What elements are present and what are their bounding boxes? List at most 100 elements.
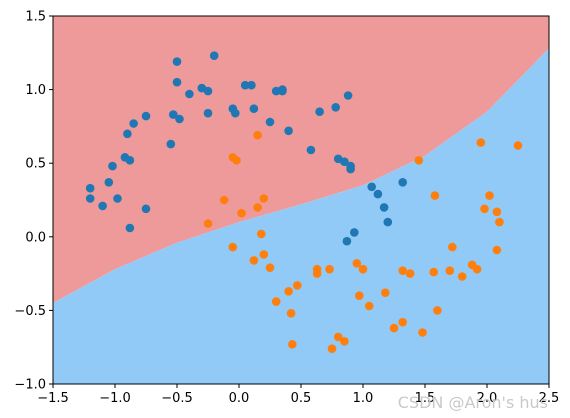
- point-series-1-24: [352, 259, 362, 268]
- point-series-0-4: [108, 161, 117, 171]
- point-series-1-49: [472, 264, 482, 274]
- y-tick-label: 0.5: [25, 157, 46, 172]
- point-series-1-3: [232, 156, 241, 165]
- point-series-1-27: [364, 301, 374, 311]
- decision-regions: [53, 16, 549, 384]
- point-series-0-47: [342, 236, 352, 246]
- point-series-1-39: [448, 242, 457, 252]
- point-series-1-22: [333, 332, 343, 342]
- point-series-0-41: [367, 182, 377, 192]
- region-lower: [53, 48, 549, 384]
- point-series-1-30: [398, 317, 408, 327]
- point-series-0-24: [231, 108, 240, 118]
- x-tick-label: −0.5: [161, 391, 193, 406]
- point-series-0-37: [340, 157, 349, 166]
- region-upper: [53, 16, 549, 303]
- y-tick-label: −0.5: [14, 304, 46, 319]
- point-series-0-5: [113, 194, 122, 203]
- point-series-1-23: [340, 337, 349, 346]
- point-series-1-46: [495, 217, 504, 227]
- point-series-1-6: [249, 256, 259, 265]
- point-series-1-7: [253, 130, 262, 140]
- point-series-0-10: [129, 119, 138, 128]
- point-series-1-32: [405, 269, 415, 278]
- point-series-0-35: [331, 103, 341, 112]
- point-series-1-45: [492, 207, 502, 217]
- point-series-1-20: [325, 264, 334, 274]
- point-series-1-36: [430, 191, 440, 200]
- point-series-0-31: [278, 85, 287, 94]
- point-series-1-34: [418, 328, 427, 337]
- x-tick-label: 1.0: [353, 391, 374, 406]
- y-axis: −1.0 −0.5 0.0 0.5 1.0 1.5: [14, 10, 53, 393]
- point-series-1-29: [389, 323, 399, 333]
- point-series-0-0: [85, 183, 95, 193]
- y-tick-label: 1.0: [25, 83, 46, 98]
- point-series-0-8: [125, 156, 135, 165]
- point-series-1-1: [219, 195, 229, 205]
- x-tick-label: 1.5: [415, 391, 436, 406]
- point-series-0-12: [141, 204, 151, 214]
- point-series-0-44: [383, 217, 393, 227]
- point-series-1-13: [271, 297, 281, 306]
- point-series-1-47: [492, 245, 502, 255]
- point-series-1-42: [476, 138, 486, 147]
- point-series-1-17: [293, 281, 302, 290]
- point-series-1-40: [457, 272, 467, 281]
- point-series-1-4: [228, 242, 238, 252]
- point-series-0-34: [315, 107, 324, 116]
- point-series-1-48: [513, 141, 523, 150]
- point-series-0-17: [175, 114, 184, 124]
- point-series-0-38: [343, 91, 353, 100]
- point-series-1-16: [288, 340, 297, 349]
- x-tick-label: 2.5: [539, 391, 560, 406]
- point-series-0-25: [240, 80, 250, 90]
- y-tick-label: 0.0: [25, 230, 46, 245]
- point-series-0-46: [350, 228, 359, 237]
- point-series-0-26: [247, 80, 256, 90]
- point-series-0-32: [284, 126, 293, 136]
- point-series-1-28: [381, 288, 390, 298]
- point-series-0-3: [104, 178, 114, 187]
- point-series-0-27: [249, 104, 259, 113]
- point-series-0-15: [172, 57, 182, 66]
- x-tick-label: 0.5: [291, 391, 312, 406]
- point-series-0-28: [265, 117, 275, 127]
- point-series-0-43: [379, 203, 389, 212]
- point-series-0-22: [209, 51, 219, 60]
- point-series-1-35: [429, 267, 439, 277]
- point-series-1-19: [312, 264, 322, 274]
- point-series-0-13: [166, 139, 176, 149]
- point-series-0-40: [346, 164, 355, 174]
- point-series-0-20: [203, 86, 213, 96]
- point-series-1-38: [445, 266, 455, 276]
- x-tick-label: 0.0: [229, 391, 250, 406]
- point-series-0-7: [123, 129, 132, 139]
- point-series-1-14: [284, 287, 293, 296]
- point-series-0-16: [172, 77, 182, 87]
- point-series-0-14: [169, 110, 178, 119]
- point-series-1-37: [433, 306, 442, 315]
- x-tick-label: −1.0: [99, 391, 131, 406]
- x-tick-label: −1.5: [37, 391, 69, 406]
- point-series-0-11: [141, 111, 151, 121]
- point-series-0-2: [98, 201, 107, 211]
- point-series-1-15: [286, 309, 296, 318]
- point-series-1-31: [398, 266, 408, 276]
- point-series-1-11: [259, 250, 269, 259]
- x-axis: −1.5 −1.0 −0.5 0.0 0.5 1.0 1.5 2.0 2.5: [37, 384, 559, 406]
- y-tick-label: −1.0: [14, 378, 46, 393]
- point-series-1-44: [485, 191, 494, 200]
- point-series-1-25: [355, 291, 364, 301]
- point-series-1-26: [358, 264, 368, 274]
- point-series-0-33: [306, 145, 316, 155]
- point-series-0-45: [398, 178, 408, 187]
- point-series-1-5: [237, 208, 246, 218]
- point-series-0-1: [85, 194, 95, 203]
- point-series-1-12: [265, 263, 275, 273]
- x-tick-label: 2.0: [477, 391, 498, 406]
- data-points: [85, 51, 523, 354]
- point-series-0-9: [125, 223, 135, 233]
- point-series-1-33: [414, 156, 424, 165]
